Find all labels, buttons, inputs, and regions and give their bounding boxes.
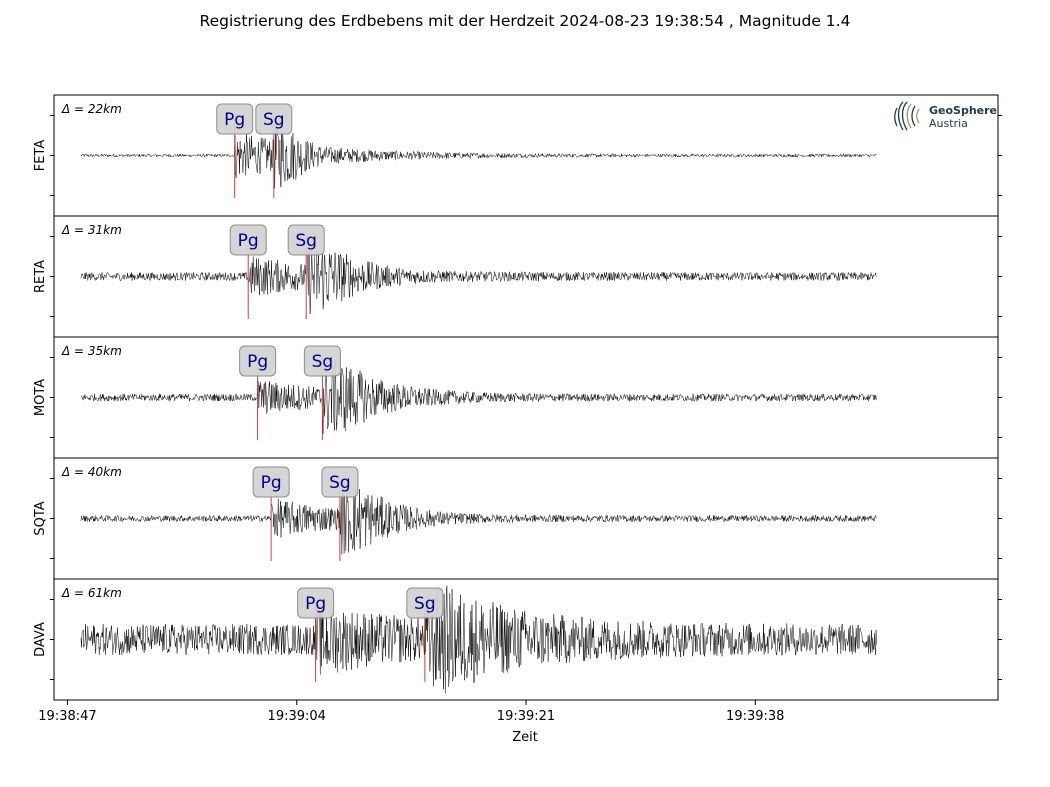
station-panels: FETA Δ = 22km Pg Sg RETA Δ = 31km Pg Sg MOTA Δ = … (33, 94, 1002, 701)
station-panel-mota: MOTA Δ = 35km Pg Sg (33, 336, 1002, 459)
pick-box-sg (287, 224, 325, 256)
x-axis: 19:38:47 19:39:04 19:39:21 19:39:38 (38, 700, 784, 724)
x-tick-label: 19:39:04 (268, 709, 326, 724)
pick-label-sg: Sg (414, 594, 436, 614)
pick-box-pg (216, 103, 254, 135)
pick-label-pg: Pg (238, 231, 259, 251)
waveform-trace (80, 121, 877, 189)
station-panel-sqta: SQTA Δ = 40km Pg Sg (33, 457, 1002, 580)
pick-box-sg (321, 466, 359, 498)
pick-label-sg: Sg (263, 110, 285, 130)
station-panel-dava: DAVA Δ = 61km Pg Sg (33, 578, 1002, 701)
pick-label-sg: Sg (329, 473, 351, 493)
logo-name: GeoSphere (929, 104, 997, 117)
pick-label-pg: Pg (247, 352, 268, 372)
distance-label: Δ = 40km (61, 465, 122, 479)
chart-title: Registrierung des Erdbebens mit der Herd… (199, 12, 851, 30)
x-tick-label: 19:38:47 (38, 709, 96, 724)
pick-label-sg: Sg (312, 352, 334, 372)
x-tick-label: 19:39:38 (726, 709, 784, 724)
waveform-trace (80, 585, 877, 694)
distance-label: Δ = 35km (61, 344, 122, 358)
panel-frame (53, 336, 999, 459)
pick-box-sg (255, 103, 293, 135)
waveform-trace (80, 359, 877, 434)
station-label: RETA (33, 260, 48, 293)
x-axis-label: Zeit (512, 730, 538, 745)
distance-label: Δ = 31km (61, 223, 122, 237)
station-panel-feta: FETA Δ = 22km Pg Sg (33, 94, 1002, 217)
pick-box-pg (229, 224, 267, 256)
pick-box-pg (252, 466, 290, 498)
pick-box-pg (239, 345, 277, 377)
waveform-trace (80, 238, 877, 315)
logo-sub: Austria (929, 117, 968, 130)
x-tick-label: 19:39:21 (497, 709, 555, 724)
pick-label-pg: Pg (224, 110, 245, 130)
station-label: SQTA (33, 501, 48, 535)
distance-label: Δ = 22km (61, 102, 122, 116)
pick-box-sg (303, 345, 341, 377)
pick-label-sg: Sg (295, 231, 317, 251)
distance-label: Δ = 61km (61, 586, 122, 600)
panel-frame (53, 94, 999, 217)
station-label: MOTA (33, 379, 48, 416)
station-panel-reta: RETA Δ = 31km Pg Sg (33, 215, 1002, 338)
pick-label-pg: Pg (305, 594, 326, 614)
pick-box-sg (406, 587, 444, 619)
station-label: FETA (33, 140, 48, 172)
pick-label-pg: Pg (261, 473, 282, 493)
pick-box-pg (297, 587, 335, 619)
waveform-trace (80, 483, 877, 555)
panel-frame (53, 578, 999, 701)
station-label: DAVA (33, 622, 48, 657)
geosphere-logo-icon: GeoSphere Austria (894, 101, 997, 131)
